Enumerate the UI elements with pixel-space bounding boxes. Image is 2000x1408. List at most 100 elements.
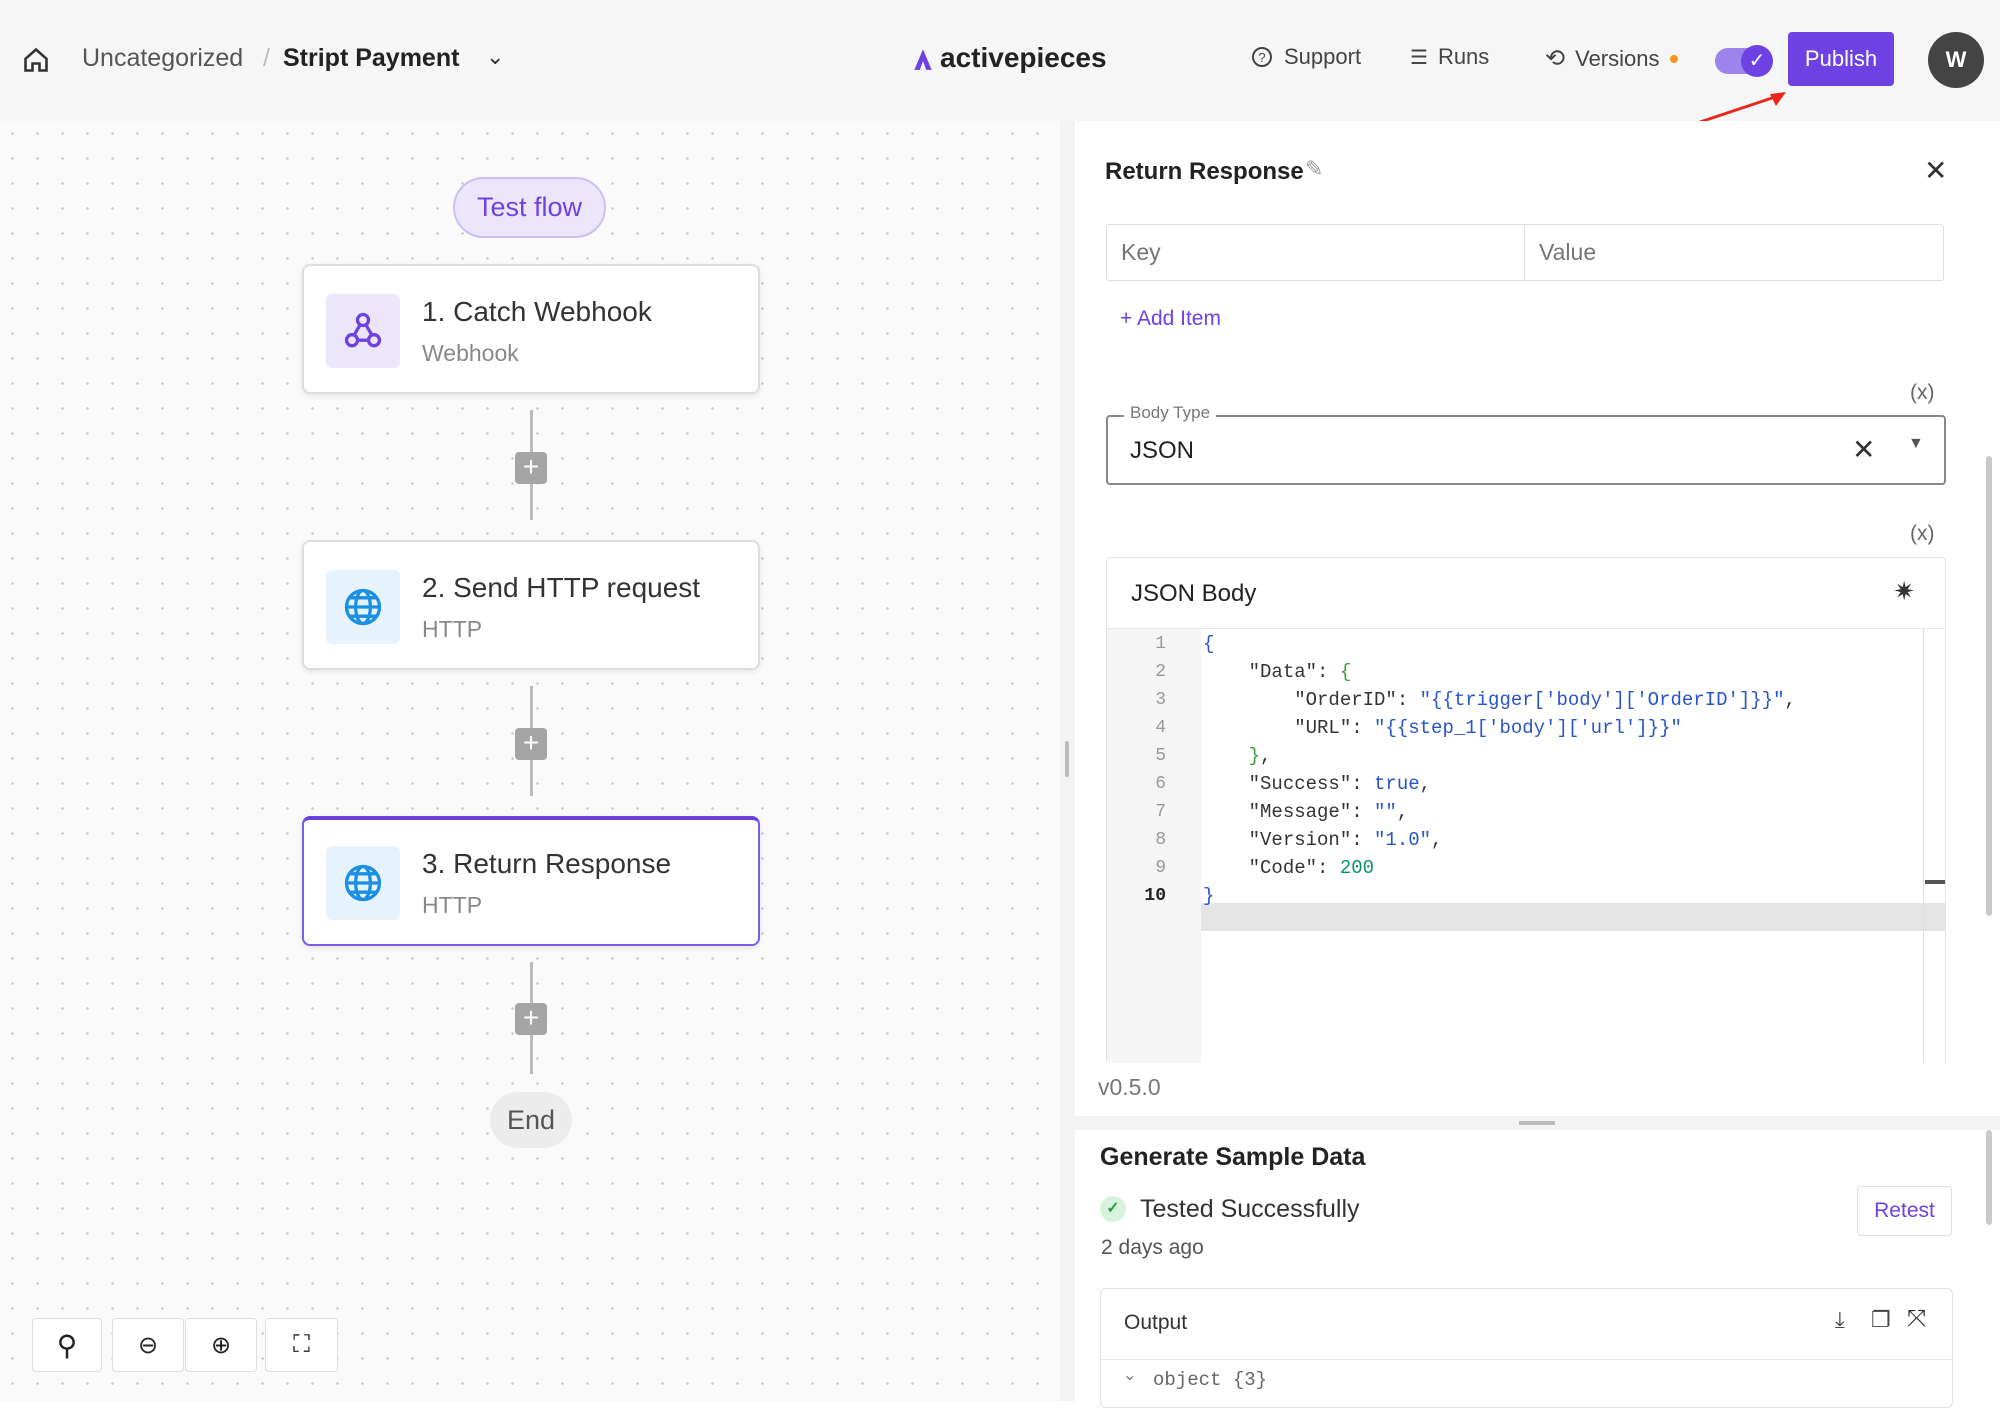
step-title: 3. Return Response bbox=[422, 848, 672, 879]
fit-view-button[interactable]: ⛶ bbox=[265, 1318, 338, 1372]
line-number: 10 bbox=[1144, 886, 1166, 906]
code-line[interactable]: }, bbox=[1248, 745, 1272, 767]
clear-icon[interactable]: ✕ bbox=[1852, 434, 1876, 465]
add-step-button[interactable]: + bbox=[515, 728, 547, 760]
line-number: 2 bbox=[1155, 662, 1166, 682]
key-input[interactable] bbox=[1107, 225, 1525, 280]
body-type-value: JSON bbox=[1130, 437, 1195, 464]
add-step-button[interactable]: + bbox=[515, 1003, 547, 1035]
runs-icon: ☰ bbox=[1410, 46, 1428, 69]
avatar[interactable]: W bbox=[1928, 32, 1984, 88]
globe-icon bbox=[326, 846, 400, 920]
panel-scrollbar[interactable] bbox=[1986, 456, 1992, 916]
end-node: End bbox=[490, 1092, 572, 1148]
code-line[interactable]: } bbox=[1203, 885, 1215, 907]
test-flow-button[interactable]: Test flow bbox=[453, 177, 606, 238]
editor-scrollbar[interactable] bbox=[1925, 880, 1945, 884]
step-card-return-response[interactable]: 3. Return Response HTTP bbox=[302, 816, 760, 946]
copy-icon[interactable]: ❐ bbox=[1871, 1307, 1891, 1332]
step-subtitle: Webhook bbox=[422, 340, 519, 366]
step-card-send-http[interactable]: 2. Send HTTP request HTTP bbox=[302, 540, 760, 670]
test-status: Tested Successfully bbox=[1140, 1195, 1360, 1223]
resizer-handle[interactable] bbox=[1065, 741, 1069, 777]
body-type-select[interactable]: Body Type JSON ✕ ▼ bbox=[1106, 403, 1946, 485]
versions-button[interactable]: ⟲ Versions bbox=[1545, 44, 1678, 73]
code-line[interactable]: "Code": 200 bbox=[1203, 857, 1375, 879]
zoom-in-icon: ⊕ bbox=[210, 1331, 232, 1359]
close-icon[interactable]: ✕ bbox=[1924, 155, 1948, 186]
output-box: Output ⤓ ❐ ⤧ ⌄ object {3} bbox=[1100, 1288, 1953, 1408]
dropdown-arrow-icon[interactable]: ▼ bbox=[1908, 435, 1924, 452]
logo-icon bbox=[914, 49, 932, 70]
top-bar: Uncategorized / Stript Payment ⌄ activep… bbox=[0, 0, 2000, 126]
add-step-button[interactable]: + bbox=[515, 452, 547, 484]
support-button[interactable]: ? Support bbox=[1250, 44, 1361, 70]
logo-text: activepieces bbox=[940, 42, 1107, 73]
body-type-label: Body Type bbox=[1124, 403, 1217, 423]
sample-scrollbar[interactable] bbox=[1986, 1130, 1992, 1225]
code-line[interactable]: "Success": true, bbox=[1203, 773, 1432, 795]
add-item-link[interactable]: + Add Item bbox=[1120, 307, 1221, 330]
step-subtitle: HTTP bbox=[422, 616, 483, 642]
pencil-icon[interactable]: ✎ bbox=[1305, 156, 1324, 181]
panel-title[interactable]: Return Response bbox=[1105, 158, 1304, 185]
check-icon: ✓ bbox=[1741, 45, 1773, 77]
retest-button[interactable]: Retest bbox=[1857, 1186, 1952, 1236]
line-number: 9 bbox=[1155, 858, 1166, 878]
runs-label: Runs bbox=[1437, 44, 1490, 69]
output-tree-root[interactable]: object {3} bbox=[1153, 1369, 1268, 1391]
editor-header bbox=[1107, 558, 1945, 629]
globe-icon bbox=[326, 570, 400, 644]
svg-text:?: ? bbox=[1258, 50, 1265, 65]
code-line[interactable]: "URL": "{{step_1['body']['url']}}" bbox=[1203, 717, 1682, 739]
step-subtitle: HTTP bbox=[422, 892, 483, 918]
line-number: 5 bbox=[1155, 746, 1166, 766]
code-line[interactable]: { bbox=[1203, 633, 1215, 655]
editor-divider bbox=[1923, 629, 1924, 1063]
active-line-highlight bbox=[1201, 903, 1945, 931]
enable-toggle[interactable]: ✓ bbox=[1715, 45, 1773, 77]
support-label: Support bbox=[1284, 44, 1362, 69]
step-title: 2. Send HTTP request bbox=[422, 572, 701, 603]
panel-resizer[interactable] bbox=[1060, 121, 1075, 1401]
zoom-out-icon: ⊖ bbox=[137, 1331, 159, 1359]
code-line[interactable]: "Data": { bbox=[1203, 661, 1352, 683]
code-line[interactable]: "OrderID": "{{trigger['body']['OrderID']… bbox=[1203, 689, 1796, 711]
reset-zoom-button[interactable]: ⚲ bbox=[32, 1318, 102, 1372]
zoom-in-button[interactable]: ⊕ bbox=[185, 1318, 257, 1372]
search-icon: ⚲ bbox=[56, 1329, 78, 1361]
value-input[interactable] bbox=[1525, 225, 1943, 280]
test-time: 2 days ago bbox=[1101, 1236, 1204, 1259]
help-circle-icon: ? bbox=[1252, 47, 1272, 67]
collapse-chevron-icon[interactable]: ⌄ bbox=[1123, 1367, 1137, 1384]
section-resizer[interactable] bbox=[1075, 1116, 2000, 1130]
webhook-icon bbox=[326, 294, 400, 368]
line-number: 3 bbox=[1155, 690, 1166, 710]
output-divider bbox=[1101, 1359, 1952, 1360]
dynamic-value-toggle[interactable]: (x) bbox=[1910, 522, 1935, 545]
json-body-label: JSON Body bbox=[1131, 580, 1257, 607]
dynamic-value-toggle[interactable]: (x) bbox=[1910, 381, 1935, 404]
expand-icon[interactable]: ⤧ bbox=[1907, 1305, 1927, 1332]
version-label: v0.5.0 bbox=[1098, 1074, 1161, 1100]
step-settings-panel bbox=[1075, 121, 2000, 1401]
line-number: 8 bbox=[1155, 830, 1166, 850]
breadcrumb-separator: / bbox=[263, 44, 270, 72]
zoom-out-button[interactable]: ⊖ bbox=[112, 1318, 184, 1372]
breadcrumb-folder[interactable]: Uncategorized bbox=[82, 44, 244, 72]
step-card-catch-webhook[interactable]: 1. Catch Webhook Webhook bbox=[302, 264, 760, 394]
resizer-handle[interactable] bbox=[1519, 1121, 1555, 1125]
runs-button[interactable]: ☰ Runs bbox=[1410, 44, 1489, 70]
publish-button[interactable]: Publish bbox=[1788, 32, 1894, 86]
step-title: 1. Catch Webhook bbox=[422, 296, 652, 327]
code-line[interactable]: "Message": "", bbox=[1203, 801, 1409, 823]
flow-name[interactable]: Stript Payment bbox=[283, 44, 460, 72]
versions-dot bbox=[1669, 54, 1678, 63]
history-icon: ⟲ bbox=[1545, 45, 1566, 72]
code-line[interactable]: "Version": "1.0", bbox=[1203, 829, 1443, 851]
beautify-icon[interactable]: ✷ bbox=[1893, 576, 1915, 606]
download-icon[interactable]: ⤓ bbox=[1835, 1307, 1845, 1332]
chevron-down-icon[interactable]: ⌄ bbox=[486, 44, 505, 69]
home-icon[interactable] bbox=[22, 46, 50, 74]
output-label: Output bbox=[1124, 1311, 1188, 1334]
